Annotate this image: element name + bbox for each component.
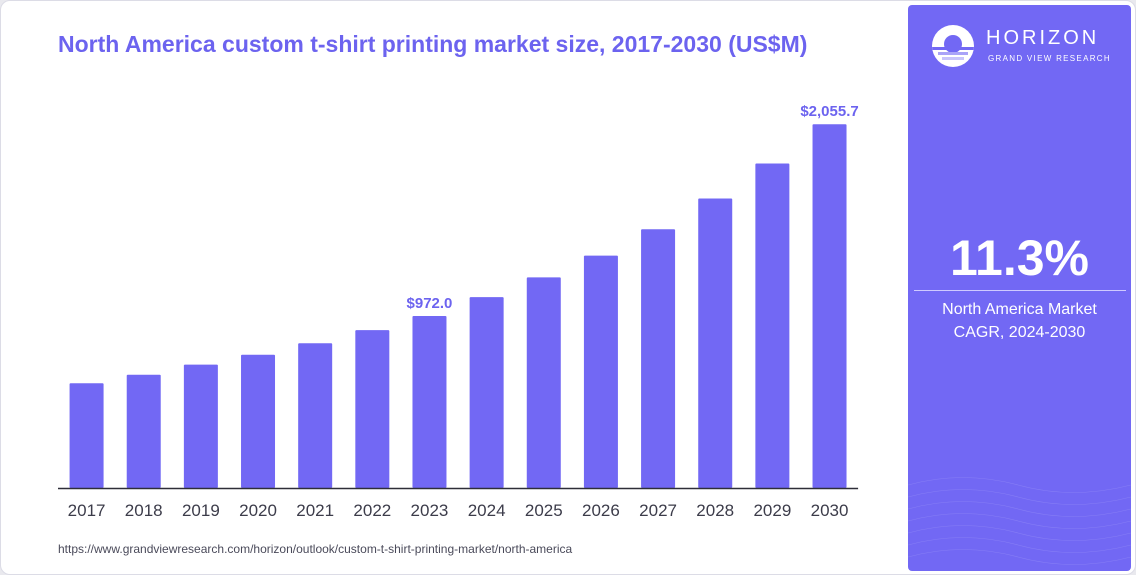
brand-name: HORIZON <box>986 27 1100 49</box>
cagr-value: 11.3% <box>949 230 1089 286</box>
bar-2023[interactable] <box>412 315 447 488</box>
x-tick-2027: 2027 <box>639 501 677 520</box>
bar-2017[interactable] <box>69 383 104 488</box>
x-tick-2028: 2028 <box>696 501 734 520</box>
horizon-logo[interactable]: HORIZON GRAND VIEW RESEARCH <box>932 23 1122 71</box>
horizon-sun-icon <box>932 25 974 67</box>
cagr-label: North America Market CAGR, 2024-2030 <box>908 298 1131 344</box>
x-tick-2020: 2020 <box>239 501 277 520</box>
bar-2021[interactable] <box>298 343 333 488</box>
data-label-2023: $972.0 <box>407 295 453 312</box>
x-tick-2021: 2021 <box>296 501 334 520</box>
bar-2019[interactable] <box>183 364 218 488</box>
source-url[interactable]: https://www.grandviewresearch.com/horizo… <box>58 542 573 556</box>
bar-2028[interactable] <box>698 198 733 488</box>
bar-chart: 2017 2018 2019 2020 2021 2022 2023 $972.0 2024 20… <box>58 103 859 520</box>
bar-2027[interactable] <box>641 229 676 489</box>
data-label-2030: $2,055.7 <box>800 103 858 120</box>
x-tick-2018: 2018 <box>125 501 163 520</box>
cagr-label-line2: CAGR, 2024-2030 <box>953 324 1086 341</box>
bar-2020[interactable] <box>241 354 276 488</box>
chart-title: North America custom t-shirt printing ma… <box>58 31 808 57</box>
x-tick-2019: 2019 <box>182 501 220 520</box>
cagr-label-line1: North America Market <box>942 301 1097 318</box>
x-tick-2022: 2022 <box>353 501 391 520</box>
bar-2030[interactable] <box>812 124 847 489</box>
bar-2025[interactable] <box>526 277 561 488</box>
x-tick-2017: 2017 <box>68 501 106 520</box>
bar-2026[interactable] <box>583 255 618 488</box>
bar-2024[interactable] <box>469 297 504 488</box>
x-tick-2024: 2024 <box>468 501 506 520</box>
x-tick-2029: 2029 <box>753 501 791 520</box>
cagr-panel: HORIZON GRAND VIEW RESEARCH 11.3% North … <box>908 5 1131 571</box>
decorative-wave-pattern <box>908 477 1131 565</box>
x-tick-2026: 2026 <box>582 501 620 520</box>
panel-divider <box>914 290 1126 291</box>
x-tick-2025: 2025 <box>525 501 563 520</box>
bar-2029[interactable] <box>755 163 790 489</box>
bar-2018[interactable] <box>126 374 161 488</box>
brand-subtitle: GRAND VIEW RESEARCH <box>988 54 1111 63</box>
bar-2022[interactable] <box>355 330 390 488</box>
x-tick-2030: 2030 <box>811 501 849 520</box>
x-tick-2023: 2023 <box>411 501 449 520</box>
